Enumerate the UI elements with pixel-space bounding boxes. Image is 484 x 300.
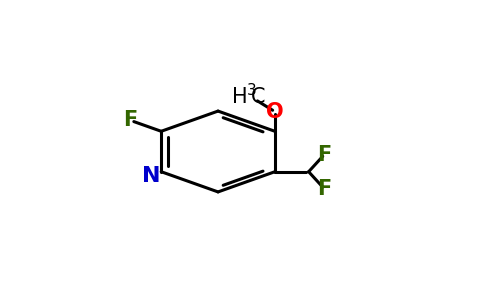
Text: N: N (142, 166, 161, 186)
Text: F: F (318, 179, 332, 199)
Text: H: H (232, 87, 248, 107)
Text: F: F (318, 145, 332, 165)
Text: O: O (266, 102, 284, 122)
Text: 3: 3 (247, 83, 257, 98)
Text: C: C (251, 87, 265, 107)
Text: F: F (123, 110, 137, 130)
